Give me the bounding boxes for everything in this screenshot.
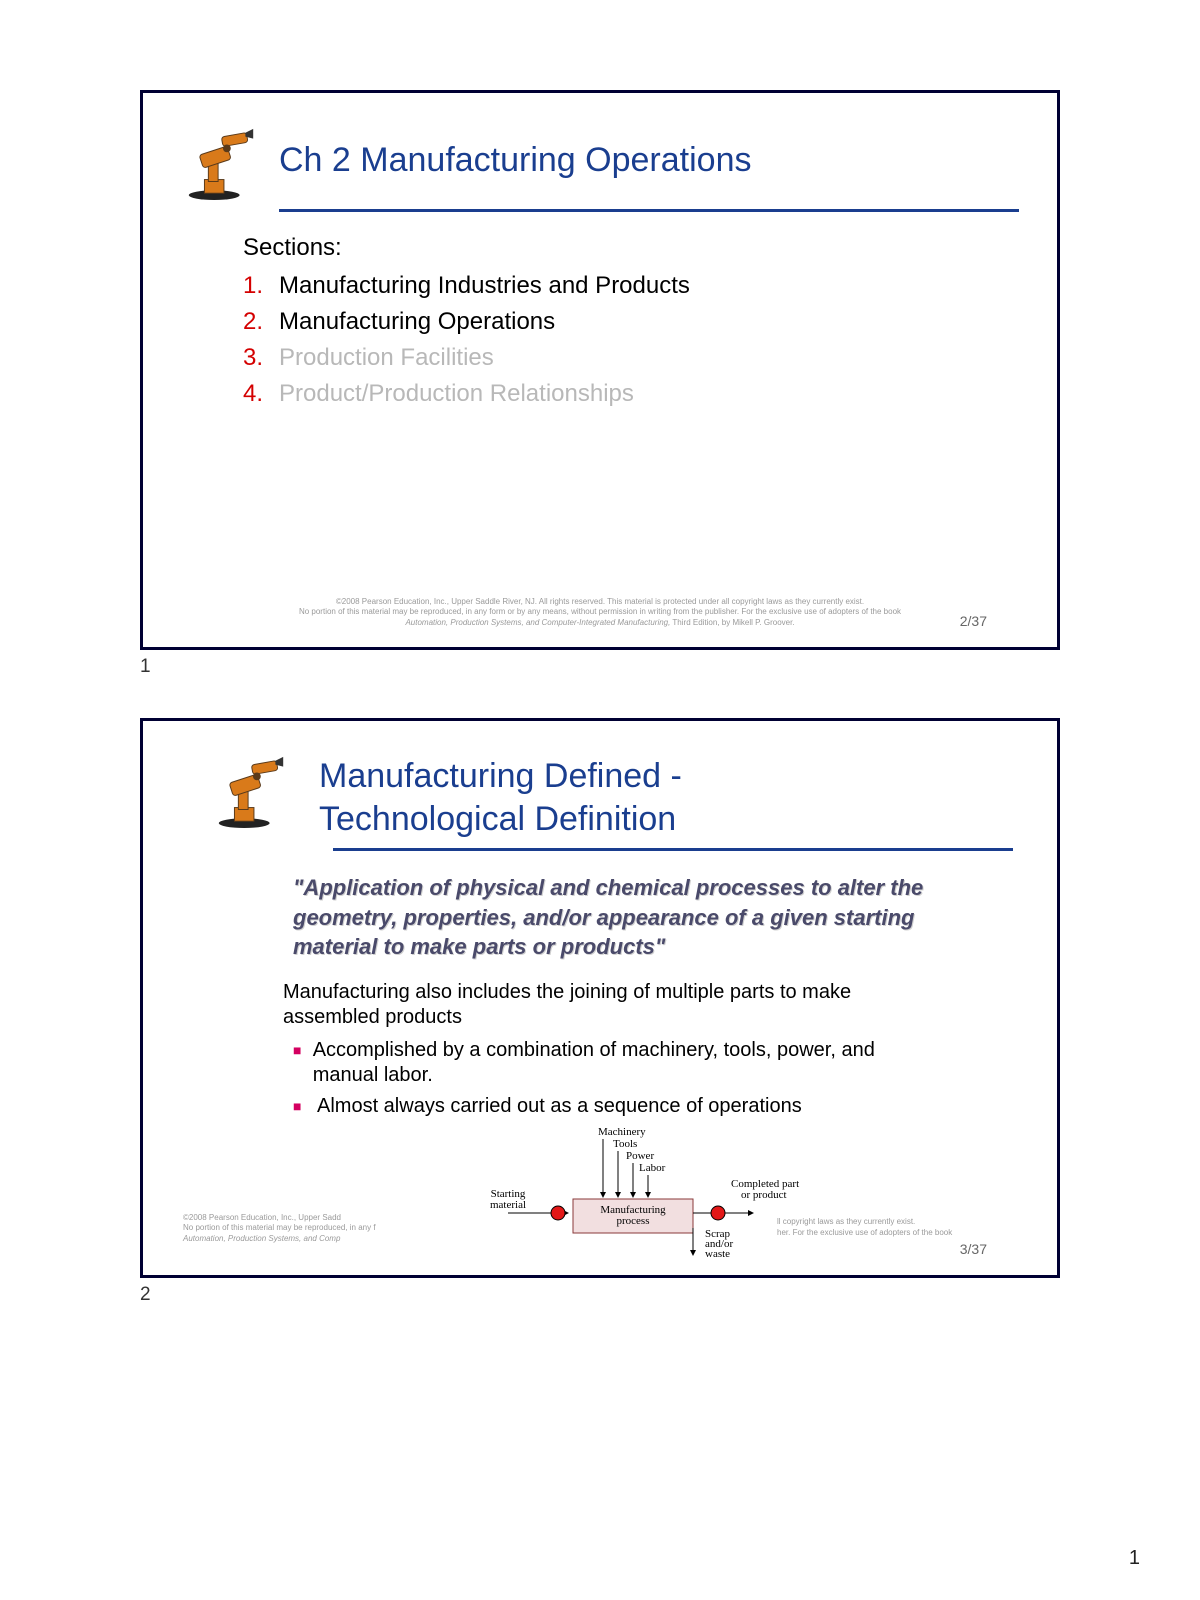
bullet-marker: ■ [293, 1094, 317, 1119]
cr-left-2: No portion of this material may be repro… [183, 1223, 376, 1232]
copyright-l1: ©2008 Pearson Education, Inc., Upper Sad… [336, 597, 864, 606]
sections-label: Sections: [243, 234, 1017, 262]
section-text: Manufacturing Industries and Products [279, 272, 690, 300]
section-text: Manufacturing Operations [279, 308, 555, 336]
bullet-text: Accomplished by a combination of machine… [313, 1038, 877, 1088]
section-item-2: 2. Manufacturing Operations [243, 308, 1017, 336]
diag-left-label: Startingmaterial [490, 1188, 526, 1211]
slide1-rule [279, 209, 1019, 212]
diag-input-tools: Tools [613, 1138, 637, 1150]
diag-input-machinery: Machinery [598, 1126, 646, 1138]
cr-left-3: Automation, Production Systems, and Comp [183, 1234, 340, 1243]
section-item-3: 3. Production Facilities [243, 344, 1017, 372]
slide2-rule [333, 848, 1013, 851]
slide-2-wrap: Manufacturing Defined - Technological De… [120, 718, 1080, 1306]
section-num: 3. [243, 344, 279, 372]
copyright-book: Automation, Production Systems, and Comp… [405, 618, 670, 627]
cr-left-1: ©2008 Pearson Education, Inc., Upper Sad… [183, 1213, 341, 1222]
manufacturing-process-diagram: Machinery Tools Power Labor Startingmate… [413, 1125, 873, 1265]
robot-arm-icon [213, 751, 291, 829]
section-text: Product/Production Relationships [279, 380, 634, 408]
slide2-header: Manufacturing Defined - Technological De… [213, 751, 1017, 840]
page-corner-num: 1 [1129, 1547, 1140, 1570]
sections-list: 1. Manufacturing Industries and Products… [243, 272, 1017, 408]
diag-out-top: Completed partor product [731, 1178, 799, 1201]
handout-num-2: 2 [140, 1284, 1060, 1306]
diag-input-power: Power [626, 1150, 654, 1162]
slide2-para: Manufacturing also includes the joining … [283, 980, 897, 1030]
diag-input-labor: Labor [639, 1162, 666, 1174]
section-num: 2. [243, 308, 279, 336]
slide2-copyright: ©2008 Pearson Education, Inc., Upper Sad… [183, 1213, 443, 1245]
section-item-1: 1. Manufacturing Industries and Products [243, 272, 1017, 300]
slide2-title-l1: Manufacturing Defined - [319, 757, 682, 795]
slide-1: Ch 2 Manufacturing Operations Sections: … [140, 90, 1060, 650]
slide1-copyright: ©2008 Pearson Education, Inc., Upper Sad… [183, 597, 1017, 629]
slide1-title: Ch 2 Manufacturing Operations [279, 123, 751, 182]
slide-2: Manufacturing Defined - Technological De… [140, 718, 1060, 1278]
copyright-l2: No portion of this material may be repro… [299, 607, 901, 616]
bullet-marker: ■ [293, 1038, 313, 1088]
slide2-title: Manufacturing Defined - Technological De… [319, 751, 682, 840]
slide2-copyright-r: ll copyright laws as they currently exis… [777, 1217, 1007, 1239]
bullet-1: ■ Accomplished by a combination of machi… [293, 1038, 877, 1088]
slide-1-wrap: Ch 2 Manufacturing Operations Sections: … [120, 90, 1080, 678]
cr-right-2: her. For the exclusive use of adopters o… [777, 1228, 952, 1237]
diag-out-bottom: Scrapand/orwaste [705, 1228, 733, 1260]
copyright-tail: Third Edition, by Mikell P. Groover. [672, 618, 794, 627]
slide1-page-counter: 2/37 [960, 613, 987, 629]
slide2-page-counter: 3/37 [960, 1241, 987, 1257]
section-item-4: 4. Product/Production Relationships [243, 380, 1017, 408]
slide2-quote: "Application of physical and chemical pr… [293, 873, 947, 962]
section-num: 1. [243, 272, 279, 300]
section-text: Production Facilities [279, 344, 494, 372]
section-num: 4. [243, 380, 279, 408]
bullet-text: Almost always carried out as a sequence … [317, 1094, 802, 1119]
slide2-bullets: ■ Accomplished by a combination of machi… [293, 1038, 877, 1119]
bullet-2: ■ Almost always carried out as a sequenc… [293, 1094, 877, 1119]
slide2-title-l2: Technological Definition [319, 800, 676, 838]
cr-right-1: ll copyright laws as they currently exis… [777, 1217, 915, 1226]
handout-num-1: 1 [140, 656, 1060, 678]
slide1-header: Ch 2 Manufacturing Operations [183, 123, 1017, 201]
robot-arm-icon [183, 123, 261, 201]
